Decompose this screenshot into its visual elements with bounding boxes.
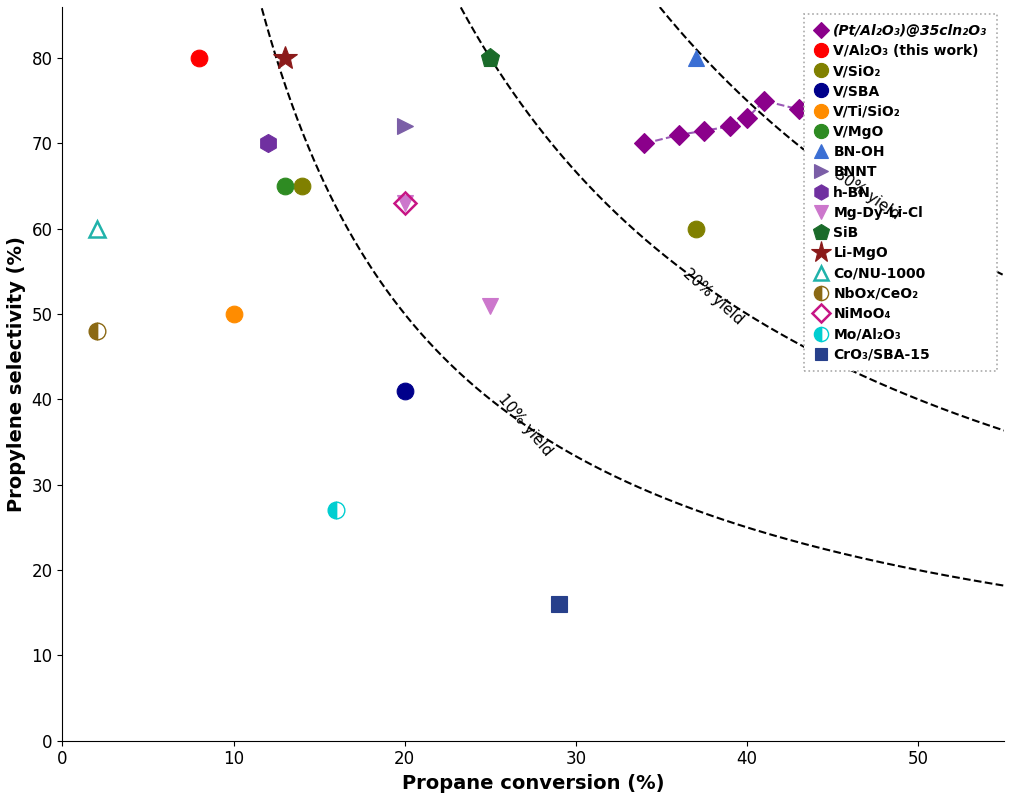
Legend: (Pt/Al₂O₃)@35cln₂O₃, V/Al₂O₃ (this work), V/SiO₂, V/SBA, V/Ti/SiO₂, V/MgO, BN-OH: (Pt/Al₂O₃)@35cln₂O₃, V/Al₂O₃ (this work)…	[804, 14, 997, 371]
Text: 30% yield: 30% yield	[832, 167, 903, 222]
Text: 20% yield: 20% yield	[680, 266, 746, 328]
X-axis label: Propane conversion (%): Propane conversion (%)	[402, 774, 664, 793]
Text: 10% yield: 10% yield	[494, 391, 555, 458]
Y-axis label: Propylene selectivity (%): Propylene selectivity (%)	[7, 236, 26, 512]
